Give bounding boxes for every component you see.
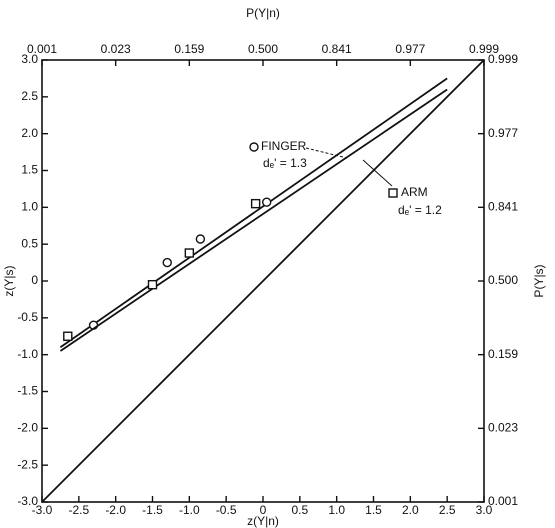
y-tick-label: 0 bbox=[31, 273, 38, 287]
point bbox=[63, 331, 73, 341]
y2-tick-label: 0.841 bbox=[488, 200, 518, 214]
y2-tick-label: 0.999 bbox=[488, 52, 518, 66]
x-tick-label: -1.0 bbox=[179, 503, 200, 517]
arm-key-icon bbox=[388, 188, 398, 198]
point bbox=[195, 234, 206, 244]
y-tick-label: 1.5 bbox=[21, 163, 38, 177]
fit-line bbox=[59, 77, 448, 349]
x2-axis-title: P(Y|n) bbox=[246, 6, 280, 20]
finger-annotation: FINGER bbox=[261, 139, 307, 153]
x2-tick-label: 0.159 bbox=[174, 42, 204, 56]
finger-key-icon bbox=[249, 142, 259, 152]
x2-tick-label: 0.977 bbox=[395, 42, 425, 56]
x2-tick-label: 0.841 bbox=[322, 42, 352, 56]
finger-d-annotation: dₑ' = 1.3 bbox=[263, 156, 307, 170]
x-tick-label: 0 bbox=[260, 503, 267, 517]
arm-arrow bbox=[362, 159, 393, 187]
finger-arrow bbox=[305, 147, 348, 159]
y-tick-label: -1.0 bbox=[17, 347, 38, 361]
point bbox=[162, 257, 172, 268]
y-axis-title: z(Y|s) bbox=[2, 265, 16, 296]
x-tick-label: 1.0 bbox=[328, 503, 345, 517]
y2-tick-label: 0.977 bbox=[488, 126, 518, 140]
x-tick-label: 2.0 bbox=[402, 503, 419, 517]
point bbox=[184, 248, 195, 258]
point bbox=[261, 197, 272, 207]
x-tick-label: -2.5 bbox=[68, 503, 89, 517]
arm-d-annotation: dₑ' = 1.2 bbox=[398, 203, 442, 217]
y-tick-label: 2.5 bbox=[21, 89, 38, 103]
x2-tick-label: 0.500 bbox=[248, 42, 278, 56]
chance-line bbox=[41, 59, 485, 503]
y-tick-label: -3.0 bbox=[17, 494, 38, 508]
y-tick-label: -2.0 bbox=[17, 421, 38, 435]
point bbox=[250, 198, 261, 209]
y-tick-label: 0.5 bbox=[21, 236, 38, 250]
arm-annotation: ARM bbox=[401, 185, 428, 199]
x-tick-label: -0.5 bbox=[216, 503, 237, 517]
x-axis-title: z(Y|n) bbox=[247, 514, 279, 528]
y-tick-label: 1.0 bbox=[21, 200, 38, 214]
x-tick-label: 1.5 bbox=[365, 503, 382, 517]
x-tick-label: -2.0 bbox=[105, 503, 126, 517]
y-tick-label: -2.5 bbox=[17, 457, 38, 471]
y-tick-label: -0.5 bbox=[17, 310, 38, 324]
y2-axis-title: P(Y|s) bbox=[532, 264, 546, 297]
x-tick-label: -1.5 bbox=[142, 503, 163, 517]
y2-tick-label: 0.500 bbox=[488, 273, 518, 287]
x2-tick-label: 0.023 bbox=[101, 42, 131, 56]
x-tick-label: -3.0 bbox=[32, 503, 53, 517]
x2-tick-label: 0.001 bbox=[27, 42, 57, 56]
y-tick-label: -1.5 bbox=[17, 384, 38, 398]
y2-tick-label: 0.023 bbox=[488, 421, 518, 435]
y-tick-label: 3.0 bbox=[21, 52, 38, 66]
point bbox=[147, 279, 158, 290]
y2-tick-label: 0.159 bbox=[488, 347, 518, 361]
y-tick-label: 2.0 bbox=[21, 126, 38, 140]
x2-tick-label: 0.999 bbox=[469, 42, 499, 56]
x-tick-label: 0.5 bbox=[291, 503, 308, 517]
fit-line bbox=[59, 88, 448, 352]
y2-tick-label: 0.001 bbox=[488, 494, 518, 508]
x-tick-label: 2.5 bbox=[439, 503, 456, 517]
x-tick-label: 3.0 bbox=[476, 503, 493, 517]
